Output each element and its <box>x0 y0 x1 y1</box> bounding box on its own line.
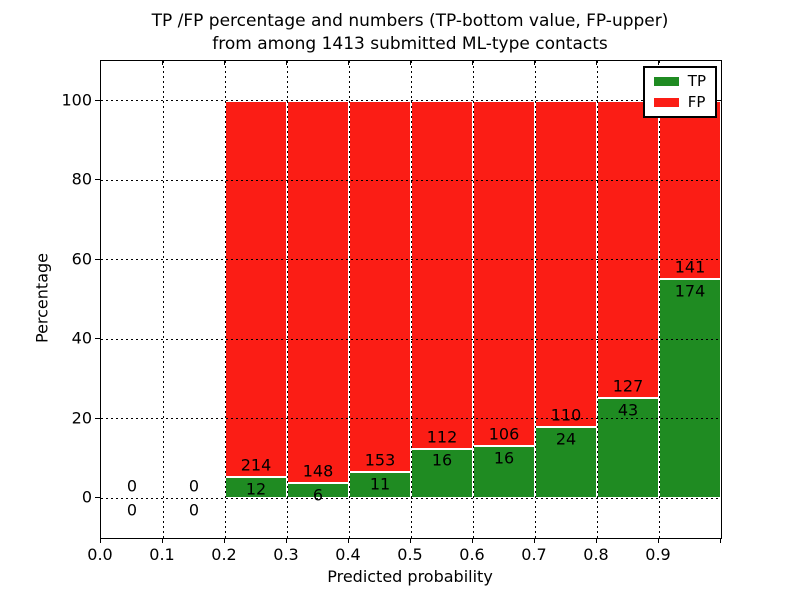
gridline-vertical <box>286 61 288 538</box>
x-axis-tick <box>286 538 287 543</box>
x-axis-tick <box>348 538 349 543</box>
x-tick-label: 0.9 <box>645 545 671 564</box>
bar-segment-fp <box>597 100 659 398</box>
gridline-vertical <box>162 61 164 538</box>
bar-segment-fp <box>659 100 721 279</box>
x-axis-tick <box>534 538 535 543</box>
legend-label-tp: TP <box>687 72 706 90</box>
x-tick-label: 0.2 <box>211 545 237 564</box>
bar-count-label-fp: 148 <box>302 461 334 481</box>
x-tick-label: 0.0 <box>87 545 113 564</box>
bar-segment-tp <box>659 278 721 499</box>
bar-segment-fp <box>473 100 535 447</box>
x-axis-tick <box>410 538 411 543</box>
y-tick-label: 80 <box>71 169 92 189</box>
legend-swatch-tp <box>653 77 679 86</box>
x-axis-tick <box>596 538 597 543</box>
x-tick-label: 0.7 <box>521 545 547 564</box>
bar-count-label-tp: 12 <box>245 479 267 499</box>
x-tick-label: 0.6 <box>459 545 485 564</box>
gridline-vertical <box>596 61 598 538</box>
bar-count-label-tp: 11 <box>369 474 391 493</box>
legend-label-fp: FP <box>687 93 706 111</box>
chart-title-line1: TP /FP percentage and numbers (TP-bottom… <box>151 11 669 31</box>
bar-count-label-fp: 110 <box>550 405 582 425</box>
bar-count-label-fp: 106 <box>488 424 520 444</box>
chart-title: TP /FP percentage and numbers (TP-bottom… <box>100 10 720 56</box>
gridline-vertical <box>534 61 536 538</box>
y-axis-tick <box>95 179 100 181</box>
bar-count-label-fp: 0 <box>188 476 200 496</box>
gridline-vertical <box>658 61 660 538</box>
gridline-vertical <box>410 61 412 538</box>
x-tick-label: 0.8 <box>583 545 609 564</box>
bar-segment-tp <box>411 448 473 499</box>
y-tick-label: 60 <box>71 249 92 269</box>
bar-segment-fp <box>287 100 349 483</box>
x-axis-tick <box>658 538 659 543</box>
bar-count-label-tp: 0 <box>188 500 200 520</box>
y-axis-tick <box>95 258 100 260</box>
x-tick-label: 0.4 <box>335 545 361 564</box>
y-tick-label: 20 <box>71 408 92 428</box>
x-axis-tick-top <box>100 60 101 65</box>
bar-segment-fp <box>349 100 411 472</box>
bar-count-label-fp: 141 <box>674 257 706 277</box>
legend-item: FP <box>653 93 706 111</box>
x-axis-tick <box>162 538 163 543</box>
bar-count-label-tp: 16 <box>431 450 453 470</box>
y-tick-label: 40 <box>71 328 92 348</box>
x-axis-tick <box>100 538 101 543</box>
bar-segment-fp <box>535 100 597 428</box>
bar-segment-fp <box>225 100 287 478</box>
y-axis-tick <box>95 338 100 340</box>
x-axis-tick <box>472 538 473 543</box>
y-axis-tick <box>95 417 100 419</box>
bar-segment-fp <box>411 100 473 449</box>
x-tick-label: 0.1 <box>149 545 175 564</box>
bar-count-label-tp: 6 <box>312 485 324 505</box>
bar-count-label-tp: 0 <box>126 500 138 520</box>
x-axis-tick <box>224 538 225 543</box>
x-axis-tick <box>720 538 721 543</box>
legend: TP FP <box>642 66 717 118</box>
bar-count-label-tp: 16 <box>493 448 515 468</box>
x-axis-label: Predicted probability <box>327 567 493 586</box>
y-axis-tick <box>95 99 100 101</box>
gridline-vertical <box>348 61 350 538</box>
y-axis-tick <box>95 497 100 499</box>
bar-count-label-tp: 174 <box>674 281 706 301</box>
bar-count-label-fp: 127 <box>612 376 644 396</box>
gridline-vertical <box>224 61 226 538</box>
x-tick-label: 0.3 <box>273 545 299 564</box>
bar-count-label-fp: 112 <box>426 427 458 447</box>
plot-area: TP FP 0 0 0 0 214 12 148 6 153 11 112 16 106 16 110 24 12… <box>100 60 722 539</box>
legend-item: TP <box>653 72 706 90</box>
x-tick-label: 0.5 <box>397 545 423 564</box>
bar-count-label-tp: 43 <box>617 400 639 420</box>
legend-swatch-fp <box>653 98 679 107</box>
bar-count-label-fp: 0 <box>126 476 138 496</box>
bar-count-label-fp: 214 <box>240 455 272 475</box>
bar-count-label-tp: 24 <box>555 429 577 449</box>
y-tick-label: 0 <box>81 487 92 507</box>
bar-segment-tp <box>349 471 411 499</box>
bar-count-label-fp: 153 <box>364 450 396 470</box>
y-tick-label: 100 <box>61 90 92 110</box>
gridline-vertical <box>472 61 474 538</box>
chart-title-line2: from among 1413 submitted ML-type contac… <box>212 34 608 54</box>
